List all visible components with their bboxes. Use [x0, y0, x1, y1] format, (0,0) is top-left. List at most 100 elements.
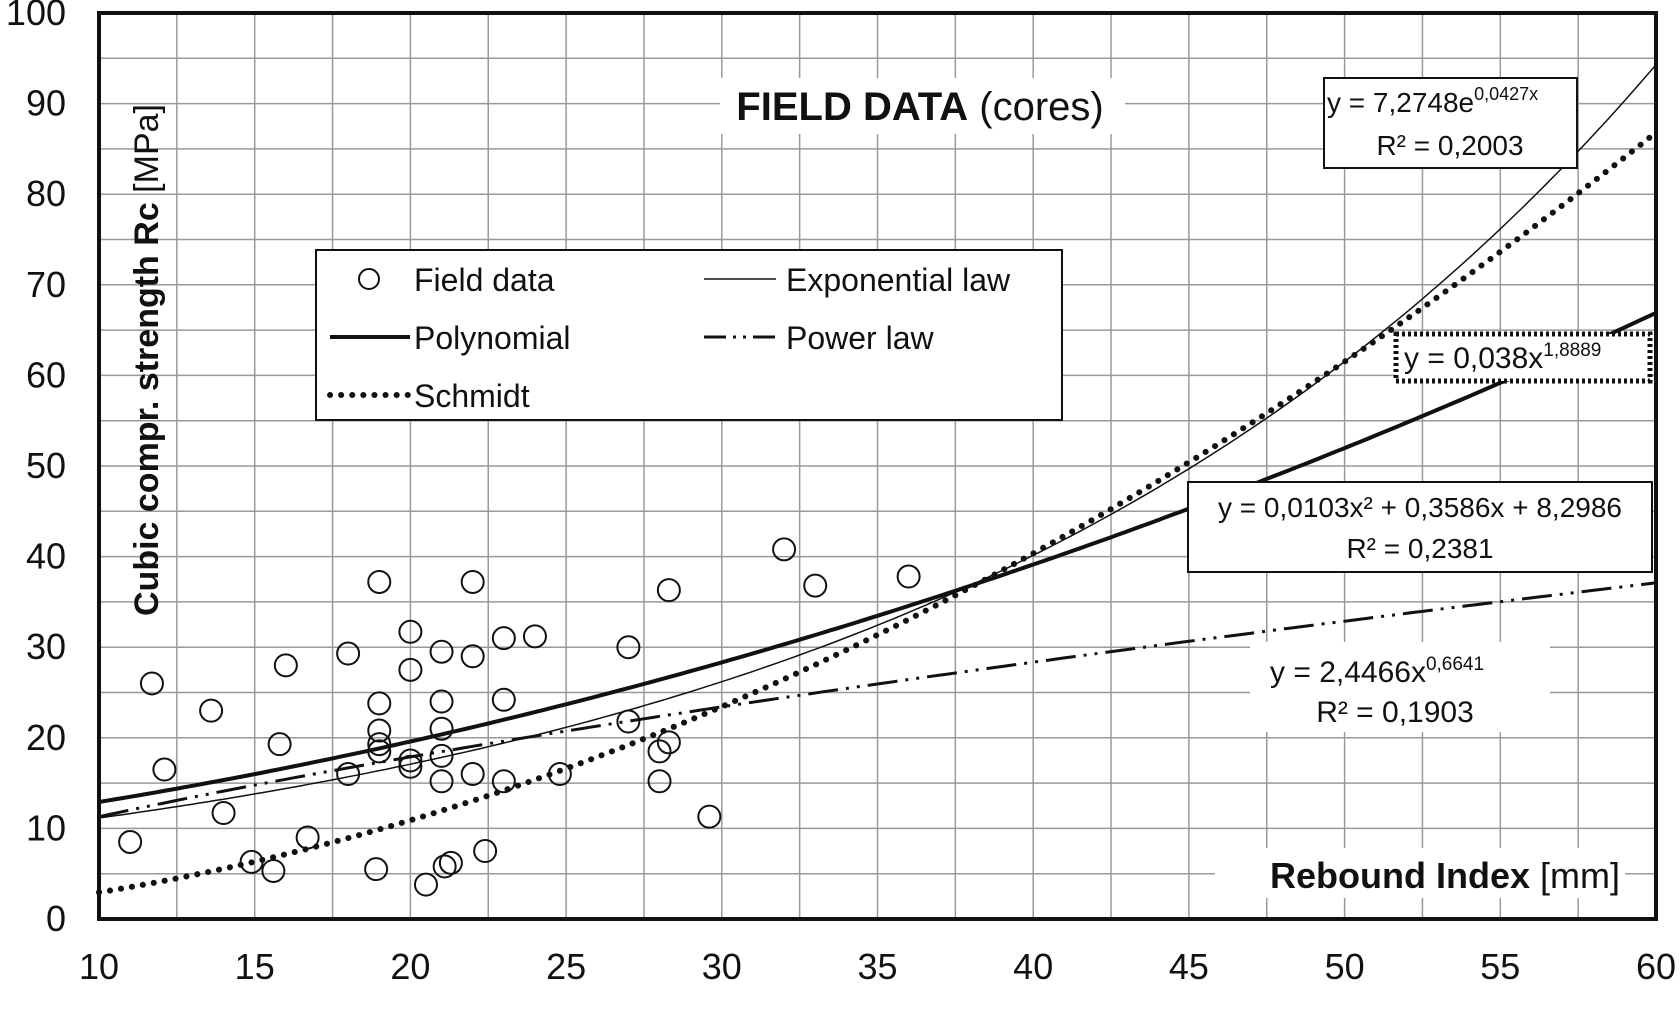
data-point — [697, 804, 722, 829]
data-point — [367, 739, 392, 764]
data-point — [460, 762, 485, 787]
schmidt-equation-box: y = 0,038x1,8889 — [1393, 331, 1653, 384]
power-equation-box: y = 2,4466x0,6641 R² = 0,1903 — [1250, 642, 1550, 732]
data-point — [367, 569, 392, 594]
legend-label: Exponential law — [786, 262, 1011, 298]
data-point — [429, 743, 454, 768]
svg-text:y = 7,2748e0,0427x: y = 7,2748e0,0427x — [1327, 84, 1538, 118]
y-axis-label: Cubic compr. strength Rc [MPa] — [128, 104, 166, 616]
legend-label: Polynomial — [414, 320, 571, 356]
legend-label: Field data — [414, 262, 555, 298]
data-point — [473, 839, 498, 864]
power-fit-curve — [98, 581, 1657, 819]
legend-marker-field-data — [358, 268, 380, 290]
data-point — [647, 739, 672, 764]
data-point — [522, 624, 547, 649]
chart-title: FIELD DATA (cores) — [736, 85, 1103, 129]
data-point — [656, 578, 681, 603]
svg-text:y = 0,0103x² + 0,3586x + 8,298: y = 0,0103x² + 0,3586x + 8,2986 — [1218, 492, 1622, 523]
data-point — [398, 619, 423, 644]
y-tick-label: 70 — [26, 264, 66, 305]
y-tick-label: 60 — [26, 354, 66, 395]
data-point — [295, 825, 320, 850]
y-tick-label: 40 — [26, 536, 66, 577]
data-point — [896, 564, 921, 589]
x-tick-label: 50 — [1325, 946, 1365, 987]
data-point — [267, 732, 292, 757]
data-point — [367, 732, 392, 757]
data-point — [398, 657, 423, 682]
data-point — [429, 769, 454, 794]
data-point — [364, 857, 389, 882]
plot-frame — [97, 11, 1658, 921]
y-tick-label: 90 — [26, 83, 66, 124]
svg-text:R² = 0,2003: R² = 0,2003 — [1376, 130, 1523, 161]
x-axis-label: Rebound Index [mm] — [1270, 855, 1620, 896]
x-tick-label: 30 — [702, 946, 742, 987]
x-tick-label: 15 — [235, 946, 275, 987]
data-point — [432, 854, 457, 879]
svg-text:y = 0,038x1,8889: y = 0,038x1,8889 — [1404, 340, 1601, 375]
data-point — [367, 718, 392, 743]
data-point — [647, 769, 672, 794]
x-tick-label: 60 — [1636, 946, 1676, 987]
data-point — [772, 537, 797, 562]
legend-label: Power law — [786, 320, 935, 356]
x-tick-label: 35 — [857, 946, 897, 987]
exponential-equation-box: y = 7,2748e0,0427x R² = 0,2003 — [1323, 77, 1578, 169]
y-tick-labels: 0 10 20 30 40 50 60 70 80 90 100 — [6, 0, 66, 939]
svg-text:R² = 0,1903: R² = 0,1903 — [1316, 696, 1474, 729]
polynomial-equation-box: y = 0,0103x² + 0,3586x + 8,2986 R² = 0,2… — [1187, 481, 1653, 573]
y-tick-label: 30 — [26, 626, 66, 667]
data-point — [460, 644, 485, 669]
data-point — [398, 748, 423, 773]
x-tick-label: 10 — [79, 946, 119, 987]
data-point — [438, 850, 463, 875]
y-tick-label: 50 — [26, 445, 66, 486]
svg-text:y = 2,4466x0,6641: y = 2,4466x0,6641 — [1270, 654, 1484, 689]
x-tick-label: 40 — [1013, 946, 1053, 987]
data-point — [616, 635, 641, 660]
data-point — [199, 698, 224, 723]
data-point — [336, 641, 361, 666]
data-point — [118, 829, 143, 854]
x-tick-label: 25 — [546, 946, 586, 987]
data-point — [491, 626, 516, 651]
data-points — [118, 537, 921, 897]
data-point — [139, 671, 164, 696]
schmidt-fit-curve — [96, 129, 1659, 896]
x-tick-label: 45 — [1169, 946, 1209, 987]
data-point — [429, 689, 454, 714]
svg-text:R² = 0,2381: R² = 0,2381 — [1346, 533, 1493, 564]
data-point — [398, 754, 423, 779]
data-point — [429, 716, 454, 741]
data-point — [152, 757, 177, 782]
data-point — [239, 849, 264, 874]
data-point — [491, 687, 516, 712]
y-tick-label: 0 — [46, 898, 66, 939]
data-point — [616, 709, 641, 734]
x-tick-label: 55 — [1480, 946, 1520, 987]
x-tick-label: 20 — [390, 946, 430, 987]
y-tick-label: 20 — [26, 717, 66, 758]
data-point — [273, 653, 298, 678]
y-tick-label: 10 — [26, 807, 66, 848]
data-point — [336, 762, 361, 787]
y-tick-label: 80 — [26, 173, 66, 214]
data-point — [429, 639, 454, 664]
data-point — [413, 872, 438, 897]
data-point — [547, 762, 572, 787]
data-point — [803, 573, 828, 598]
data-point — [367, 691, 392, 716]
data-point — [211, 800, 236, 825]
y-tick-label: 100 — [6, 0, 66, 33]
polynomial-fit-curve — [98, 311, 1657, 804]
data-point — [656, 730, 681, 755]
data-point — [261, 858, 286, 883]
x-tick-labels: 10 15 20 25 30 35 40 45 50 55 60 — [79, 946, 1676, 987]
data-point — [460, 569, 485, 594]
legend: Field data Exponential law Polynomial Po… — [315, 249, 1063, 421]
data-point — [491, 769, 516, 794]
legend-label: Schmidt — [414, 378, 530, 414]
